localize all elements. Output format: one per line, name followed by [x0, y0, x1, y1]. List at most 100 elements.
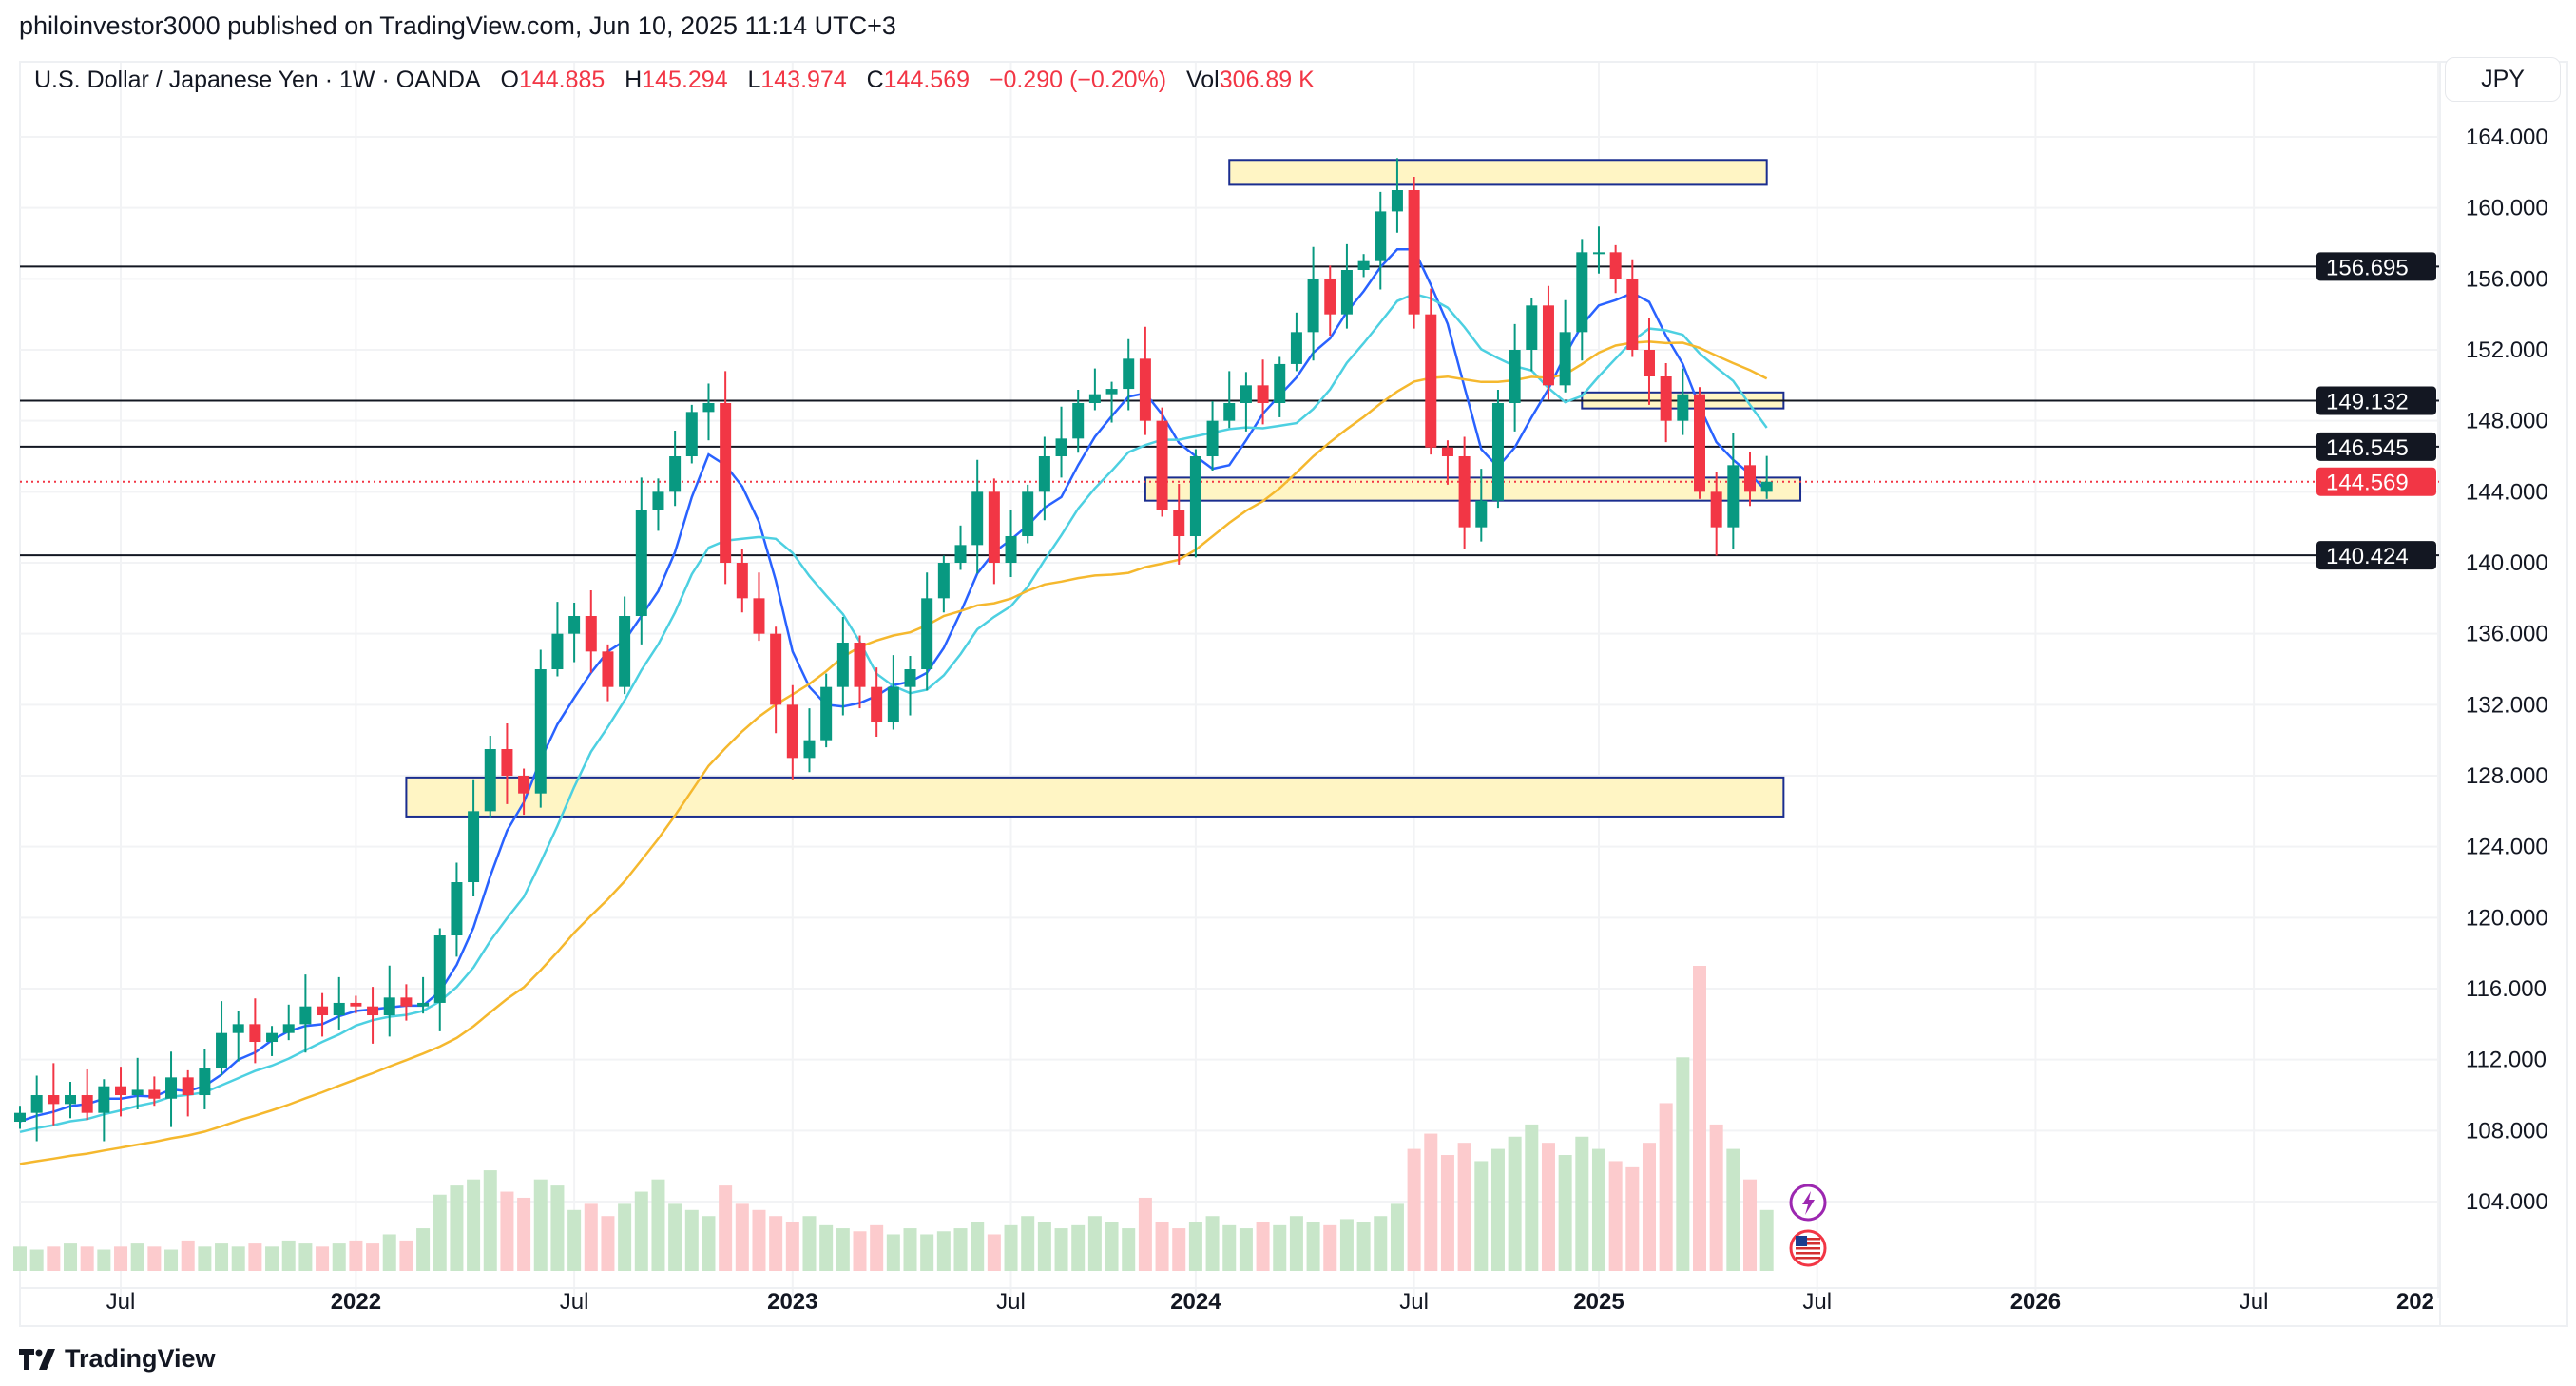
candle: [551, 602, 564, 677]
candle: [720, 371, 732, 585]
candle-body: [417, 1002, 430, 1007]
candle-body: [803, 740, 816, 759]
volume-bar: [920, 1234, 934, 1271]
candle: [1022, 484, 1034, 544]
candle: [451, 862, 463, 957]
candle: [518, 768, 530, 816]
candle-body: [1475, 500, 1488, 528]
price-tags: 156.695 149.132 146.545 140.424 144.569: [2316, 252, 2436, 570]
volume-bar: [953, 1228, 968, 1271]
candle-body: [48, 1095, 60, 1105]
volume-bar: [1306, 1222, 1320, 1271]
symbol-name: U.S. Dollar / Japanese Yen · 1W · OANDA: [34, 67, 481, 93]
volume-bar: [80, 1246, 94, 1271]
us-flag-event-icon[interactable]: [1789, 1229, 1827, 1267]
candle: [65, 1082, 77, 1119]
volume-bar: [399, 1240, 413, 1271]
low-value: 143.974: [760, 67, 847, 93]
price-zone: [1228, 159, 1768, 186]
volume-bar: [1743, 1179, 1758, 1271]
volume-bar: [651, 1179, 665, 1271]
candle: [165, 1051, 178, 1127]
candle-body: [249, 1024, 261, 1043]
candle-body: [1425, 314, 1437, 448]
time-axis[interactable]: Jul 2022 Jul 2023 Jul 2024 Jul 2025 Jul 2026 Jul 20…: [20, 1184, 2440, 1315]
candle: [652, 478, 664, 531]
volume-bar: [1374, 1216, 1388, 1271]
time-tick-label: Jul: [996, 1289, 1026, 1315]
volume-bar: [215, 1243, 229, 1271]
candle: [216, 1001, 228, 1076]
candle: [669, 430, 682, 507]
candle: [468, 779, 480, 896]
volume-bar: [1138, 1197, 1152, 1271]
volume-bar: [433, 1194, 447, 1271]
volume-bar: [719, 1185, 733, 1271]
volume-bar: [1222, 1224, 1237, 1271]
candle-body: [720, 403, 732, 564]
volume-bar: [1558, 1155, 1572, 1271]
candle: [585, 589, 597, 673]
candle-body: [484, 749, 496, 812]
candle-body: [921, 598, 933, 670]
candle: [854, 635, 866, 709]
candle-body: [81, 1095, 93, 1113]
candle-body: [619, 616, 631, 687]
volume-bar: [1256, 1222, 1270, 1271]
candle: [1626, 259, 1639, 357]
level-price-tag-text: 156.695: [2326, 255, 2409, 280]
level-price-tag: [2316, 252, 2436, 281]
volume-bar: [248, 1243, 262, 1271]
price-axis[interactable]: 164.000 160.000 156.000 152.000 148.000 144.0…: [2439, 63, 2548, 1326]
candle: [988, 478, 1000, 585]
candle-body: [551, 633, 564, 670]
time-tick-label: Jul: [2240, 1289, 2269, 1315]
candle: [736, 549, 748, 613]
candle: [1307, 246, 1319, 361]
candle-body: [1458, 456, 1471, 528]
volume-bar: [1054, 1228, 1068, 1271]
candle-body: [854, 643, 866, 687]
volume-bar: [1608, 1161, 1623, 1271]
change-value: −0.290 (−0.20%): [989, 67, 1167, 93]
volume-bar: [735, 1203, 749, 1271]
candle: [249, 998, 261, 1064]
price-tick-label: 108.000: [2466, 1118, 2548, 1144]
price-tick-label: 104.000: [2466, 1189, 2548, 1215]
close-label: C: [866, 67, 884, 93]
lightning-event-icon[interactable]: [1789, 1184, 1827, 1222]
time-tick-label: Jul: [560, 1289, 589, 1315]
volume-bar: [1625, 1166, 1640, 1271]
volume-bar: [164, 1249, 179, 1271]
candle-body: [518, 776, 530, 794]
candle: [602, 644, 614, 702]
volume-bar: [64, 1243, 78, 1271]
candle: [1189, 449, 1201, 558]
candle: [14, 1106, 26, 1129]
price-tick-label: 132.000: [2466, 692, 2548, 718]
candle: [1643, 318, 1655, 405]
footer-brand: TradingView: [65, 1344, 216, 1373]
currency-button[interactable]: JPY: [2445, 57, 2561, 102]
candle: [1592, 226, 1605, 274]
candle: [1088, 368, 1101, 411]
volume-bar: [130, 1243, 144, 1271]
candle: [1391, 158, 1403, 233]
volume-bar: [29, 1249, 44, 1271]
candle-body: [1760, 481, 1773, 492]
price-tick-label: 160.000: [2466, 196, 2548, 221]
candle: [1509, 323, 1521, 432]
volume-bar: [450, 1185, 464, 1271]
candle: [1055, 406, 1067, 478]
flag-canton: [1796, 1236, 1808, 1246]
volume-bar: [1037, 1222, 1051, 1271]
candle: [1072, 390, 1085, 453]
volume-bar: [684, 1209, 699, 1271]
volume-bar: [1676, 1057, 1690, 1271]
candle-body: [753, 598, 765, 634]
lightning-glyph: [1802, 1191, 1816, 1215]
candle: [1660, 363, 1672, 443]
candle: [786, 684, 798, 780]
candle: [199, 1049, 211, 1109]
